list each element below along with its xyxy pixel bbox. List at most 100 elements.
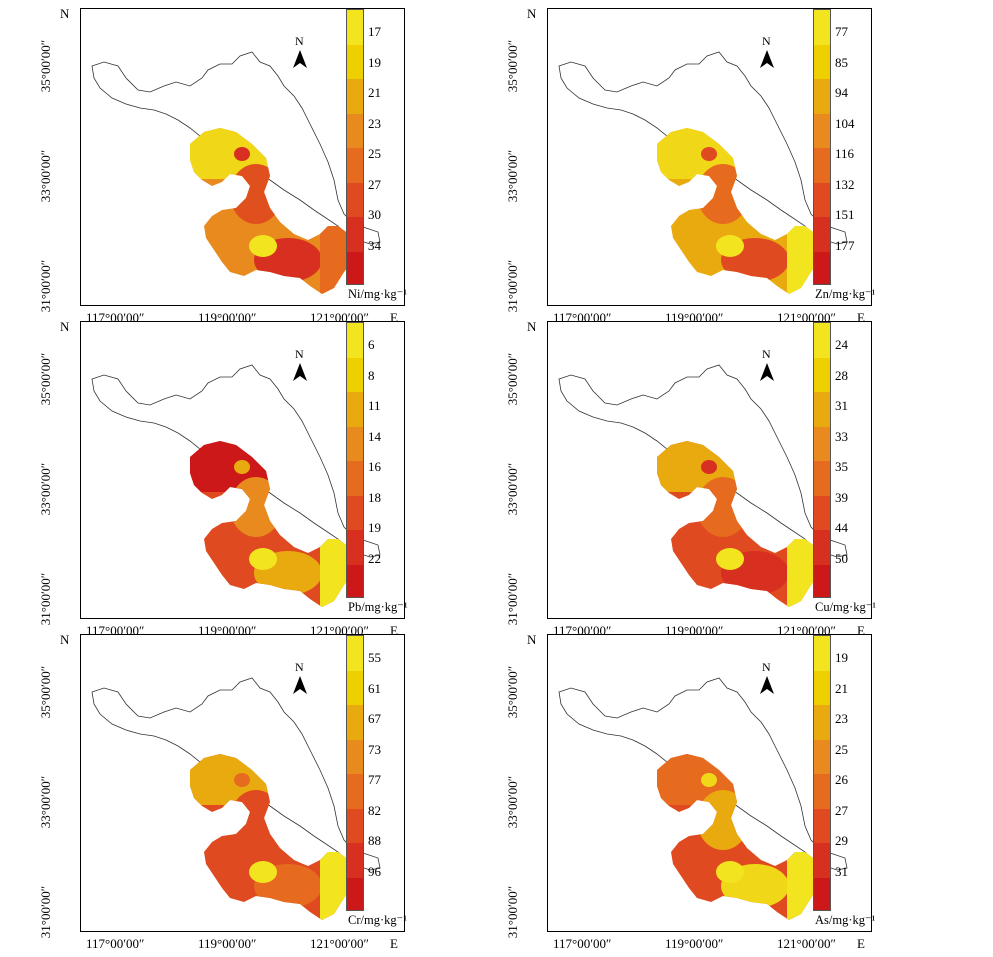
legend-swatch	[814, 323, 830, 358]
legend-tick: 23	[835, 711, 848, 726]
legend-swatch	[814, 357, 830, 392]
north-arrow-icon: N	[757, 347, 777, 387]
svg-text:N: N	[295, 660, 304, 674]
legend-tick: 22	[368, 550, 381, 566]
legend-tick: 19	[368, 54, 381, 70]
legend-tick: 6	[368, 337, 375, 352]
legend-tick: 14	[368, 428, 381, 444]
legend-tick: 55	[368, 650, 381, 665]
lat-label: 31°00′00″	[38, 572, 54, 626]
lat-label: 33°00′00″	[505, 462, 521, 516]
legend-tick: 67	[368, 711, 381, 726]
legend-tick: 82	[368, 802, 381, 818]
lat-label: 33°00′00″	[505, 775, 521, 829]
legend-swatch	[347, 705, 363, 740]
province-map	[91, 364, 381, 607]
lon-label: 117°00′00″	[553, 936, 612, 951]
legend-tick: 44	[835, 520, 848, 535]
legend-swatch	[814, 739, 830, 774]
province-map	[91, 677, 381, 920]
legend-swatch	[347, 79, 363, 114]
legend-swatch	[814, 774, 830, 809]
legend-color-bar	[813, 9, 831, 285]
legend-tick: 39	[835, 489, 848, 505]
legend-tick: 28	[835, 367, 848, 383]
legend-tick: 19	[835, 650, 848, 665]
legend-tick: 116	[835, 146, 855, 161]
legend-swatch	[814, 461, 830, 496]
legend-tick: 16	[368, 459, 381, 474]
north-arrow-icon: N	[290, 660, 310, 700]
north-arrow-icon: N	[290, 347, 310, 387]
legend-swatch	[347, 530, 363, 565]
legend-swatch	[347, 636, 363, 671]
legend-swatch	[347, 808, 363, 843]
lat-label: 31°00′00″	[38, 885, 54, 939]
lat-label: 35°00′00″	[38, 665, 54, 719]
map-panel: 117°00′00″ 119°00′00″ 121°00′00″ E N 35°00′00…	[475, 630, 955, 951]
legend-tick: 27	[835, 802, 848, 818]
legend-swatch	[814, 564, 830, 597]
map-frame	[80, 8, 405, 306]
legend-swatch	[347, 877, 363, 910]
lat-label: 33°00′00″	[38, 149, 54, 203]
svg-text:N: N	[762, 34, 771, 48]
legend-tick: 25	[835, 741, 848, 757]
lat-label: 31°00′00″	[505, 885, 521, 939]
legend-color-bar	[813, 322, 831, 598]
lon-label: 117°00′00″	[86, 936, 145, 951]
legend-tick: 31	[835, 863, 848, 879]
north-label: N	[527, 6, 537, 21]
legend-swatch	[814, 670, 830, 705]
north-label: N	[60, 6, 70, 21]
legend-tick: 18	[368, 489, 381, 505]
north-label: N	[60, 632, 70, 647]
legend-tick: 96	[368, 863, 381, 879]
map-panel: 117°00′00″ 119°00′00″ 121°00′00″ E N 35°00′00…	[475, 4, 955, 325]
legend-swatch	[814, 705, 830, 740]
legend-tick: 26	[835, 772, 848, 787]
legend-swatch	[814, 877, 830, 910]
map-frame	[80, 634, 405, 932]
legend-tick: 77	[835, 24, 848, 39]
lon-label: 121°00′00″	[777, 936, 836, 951]
legend-tick: 151	[835, 207, 855, 222]
legend-swatch	[347, 392, 363, 427]
legend-swatch	[347, 10, 363, 45]
province-map	[91, 51, 381, 294]
lon-label: 119°00′00″	[198, 936, 257, 951]
svg-text:N: N	[762, 660, 771, 674]
legend-swatch	[814, 495, 830, 530]
lat-label: 35°00′00″	[38, 39, 54, 93]
legend-tick: 61	[368, 680, 381, 696]
legend-swatch	[347, 739, 363, 774]
legend-swatch	[347, 495, 363, 530]
legend-color-bar	[346, 322, 364, 598]
legend-tick: 88	[368, 833, 381, 848]
legend-unit: As/mg·kg⁻¹	[815, 913, 876, 927]
legend-swatch	[814, 217, 830, 252]
legend-unit: Cu/mg·kg⁻¹	[815, 600, 877, 614]
svg-text:N: N	[295, 347, 304, 361]
east-label: E	[857, 936, 865, 951]
legend-swatch	[347, 670, 363, 705]
lat-label: 31°00′00″	[505, 572, 521, 626]
legend-tick: 34	[368, 237, 381, 253]
legend-swatch	[814, 530, 830, 565]
legend-unit: Ni/mg·kg⁻¹	[348, 287, 407, 301]
north-label: N	[527, 319, 537, 334]
legend-swatch	[814, 392, 830, 427]
map-panel: 117°00′00″ 119°00′00″ 121°00′00″ E N 35°00′00…	[8, 317, 488, 638]
legend-swatch	[814, 182, 830, 217]
legend-tick: 24	[835, 337, 848, 352]
legend-swatch	[814, 113, 830, 148]
legend-color-bar	[813, 635, 831, 911]
legend-tick: 30	[368, 207, 381, 222]
legend-tick: 19	[368, 520, 381, 535]
north-arrow-icon: N	[757, 660, 777, 700]
north-label: N	[60, 319, 70, 334]
legend-tick: 33	[835, 428, 848, 444]
lat-label: 31°00′00″	[38, 259, 54, 313]
legend-tick: 31	[835, 398, 848, 413]
legend-swatch	[347, 564, 363, 597]
